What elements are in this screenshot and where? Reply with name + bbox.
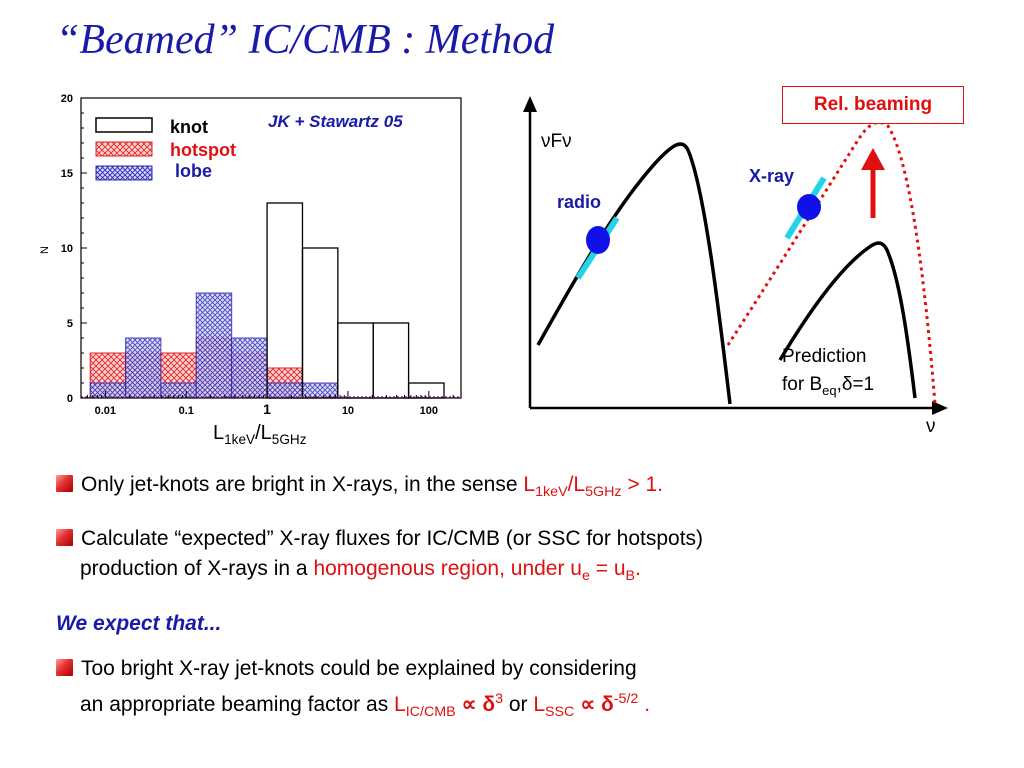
histogram-bars — [81, 202, 461, 399]
x-tick-label: 0.01 — [95, 405, 116, 417]
x-tick-label: 0.1 — [179, 405, 194, 417]
legend-knot-swatch — [95, 117, 153, 133]
y-tick-label: 0 — [67, 393, 73, 405]
y-tick-label: 5 — [67, 318, 73, 330]
bullet-3: Too bright X-ray jet-knots could be expl… — [56, 654, 650, 727]
sed-x-label: ν — [926, 416, 936, 437]
bullet-1: Only jet-knots are bright in X-rays, in … — [56, 470, 663, 507]
predicted-ic-curve — [778, 241, 917, 399]
lobe-bar — [125, 337, 162, 399]
bullet-square-icon — [56, 529, 73, 546]
bullet-2: Calculate “expected” X-ray fluxes for IC… — [56, 524, 703, 591]
y-tick-label: 15 — [61, 168, 73, 180]
slide-title: “Beamed” IC/CMB : Method — [56, 17, 555, 63]
lobe-bar — [231, 337, 268, 399]
bullet-square-icon — [56, 659, 73, 676]
x-tick-label: 10 — [342, 405, 354, 417]
y-tick-label: 20 — [61, 93, 73, 105]
reference-annotation: JK + Stawartz 05 — [268, 112, 403, 131]
radio-point — [586, 226, 610, 254]
y-axis-label: N — [39, 246, 51, 254]
sed-y-label: νFν — [541, 131, 572, 152]
synchrotron-curve — [536, 142, 732, 405]
legend-knot-label: knot — [170, 117, 208, 137]
x-tick-label: 100 — [420, 405, 438, 417]
radio-label: radio — [557, 192, 601, 212]
xray-label: X-ray — [749, 166, 794, 186]
legend-lobe-swatch — [95, 165, 153, 181]
rel-beaming-box: Rel. beaming — [782, 86, 964, 124]
x-tick-label: 1 — [263, 401, 271, 417]
expectation-heading: We expect that... — [56, 612, 222, 635]
legend-hotspot-label: hotspot — [170, 140, 236, 160]
lobe-bar — [195, 292, 233, 399]
histogram-x-label: L1keV/L5GHz — [213, 422, 307, 447]
bullet-square-icon — [56, 475, 73, 492]
sed-diagram: νFν ν radio X-ray Prediction for Beq,δ=1 — [523, 96, 948, 437]
y-tick-label: 10 — [61, 243, 73, 255]
legend-hotspot-swatch — [95, 141, 153, 157]
legend-lobe-label: lobe — [175, 161, 212, 181]
beaming-arrow-head — [861, 148, 885, 170]
prediction-sub-label: for Beq,δ=1 — [782, 374, 874, 398]
xray-point — [797, 194, 821, 220]
histogram-axes: 0 5 10 15 20 0.01 0.1 1 10 100 — [61, 93, 454, 417]
prediction-label: Prediction — [782, 346, 867, 367]
